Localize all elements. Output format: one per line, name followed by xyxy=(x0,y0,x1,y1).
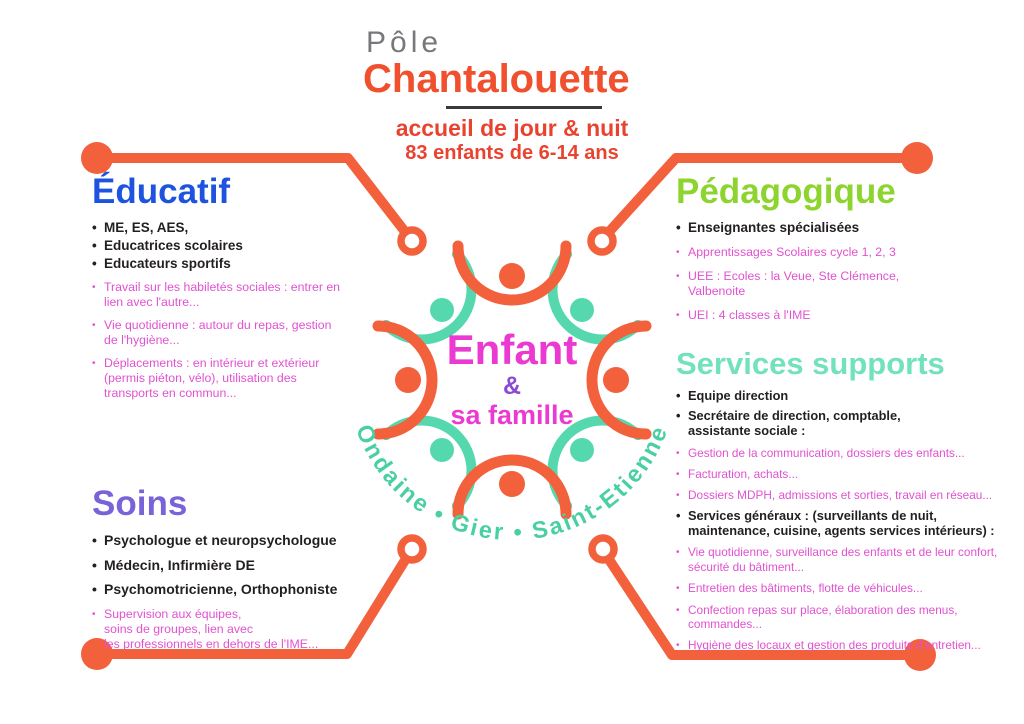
list-item: ME, ES, AES, xyxy=(92,220,346,236)
list-item: Gestion de la communication, dossiers de… xyxy=(676,446,1024,461)
person-icon-orange xyxy=(452,240,572,306)
list-item: Médecin, Infirmière DE xyxy=(92,557,354,574)
section-title: Pédagogique xyxy=(676,172,896,211)
section-list: Enseignantes spécialisées Apprentissages… xyxy=(676,220,920,323)
section-title: Éducatif xyxy=(92,172,231,211)
list-item: Déplacements : en intérieur et extérieur… xyxy=(92,356,346,401)
list-item: Educateurs sportifs xyxy=(92,256,346,272)
node-ring xyxy=(587,226,617,256)
page-title: Chantalouette xyxy=(363,57,630,101)
list-item: UEE : Ecoles : la Veue, Ste Clémence, Va… xyxy=(676,269,920,299)
list-item: Facturation, achats... xyxy=(676,467,1024,482)
list-item: Vie quotidienne : autour du repas, gesti… xyxy=(92,318,346,348)
section-title: Soins xyxy=(92,484,188,523)
center-label-ampersand: & xyxy=(502,372,522,400)
list-item: Confection repas sur place, élaboration … xyxy=(676,603,1024,632)
section-educatif: Éducatif ME, ES, AES, Educatrices scolai… xyxy=(92,172,346,402)
list-item: Educatrices scolaires xyxy=(92,238,346,254)
list-item: Dossiers MDPH, admissions et sorties, tr… xyxy=(676,488,1024,503)
node-dot xyxy=(81,142,113,174)
node-ring xyxy=(397,534,427,564)
subtitle-accueil: accueil de jour & nuit xyxy=(395,115,629,141)
section-services-supports: Services supports Equipe direction Secré… xyxy=(676,346,1024,653)
center-label: Enfant & sa famille xyxy=(362,329,662,429)
section-list: ME, ES, AES, Educatrices scolaires Educa… xyxy=(92,220,346,402)
list-item: Psychomotricienne, Orthophoniste xyxy=(92,581,354,598)
subtitle-capacity: 83 enfants de 6-14 ans xyxy=(405,142,619,164)
section-soins: Soins Psychologue et neuropsychologue Mé… xyxy=(92,484,354,652)
list-item: Supervision aux équipes, soins de groupe… xyxy=(92,607,354,652)
pole-kicker: Pôle xyxy=(366,26,443,59)
section-pedagogique: Pédagogique Enseignantes spécialisées Ap… xyxy=(676,172,920,323)
node-dot xyxy=(901,142,933,174)
center-label-line2: sa famille xyxy=(450,400,574,430)
list-item: Entretien des bâtiments, flotte de véhic… xyxy=(676,581,1024,596)
list-item: UEI : 4 classes à l'IME xyxy=(676,308,920,323)
territories-arc-text: Ondaine • Gier • Saint-Etienne xyxy=(351,421,673,545)
center-label-line1: Enfant xyxy=(446,326,578,373)
list-item: Equipe direction xyxy=(676,388,1024,404)
list-item: Apprentissages Scolaires cycle 1, 2, 3 xyxy=(676,245,920,260)
person-icon-orange xyxy=(452,454,572,520)
section-list: Equipe direction Secrétaire de direction… xyxy=(676,388,1024,653)
list-item: Vie quotidienne, surveillance des enfant… xyxy=(676,545,1024,574)
list-item: Secrétaire de direction, comptable, assi… xyxy=(676,408,1024,439)
section-title: Services supports xyxy=(676,346,945,381)
list-item: Services généraux : (surveillants de nui… xyxy=(676,508,1024,539)
list-item: Hygiène des locaux et gestion des produi… xyxy=(676,638,1024,653)
list-item: Enseignantes spécialisées xyxy=(676,220,920,236)
list-item: Travail sur les habiletés sociales : ent… xyxy=(92,280,346,310)
node-ring xyxy=(588,534,618,564)
node-ring xyxy=(397,226,427,256)
list-item: Psychologue et neuropsychologue xyxy=(92,532,354,549)
section-list: Psychologue et neuropsychologue Médecin,… xyxy=(92,532,354,652)
title-underline xyxy=(446,106,602,109)
